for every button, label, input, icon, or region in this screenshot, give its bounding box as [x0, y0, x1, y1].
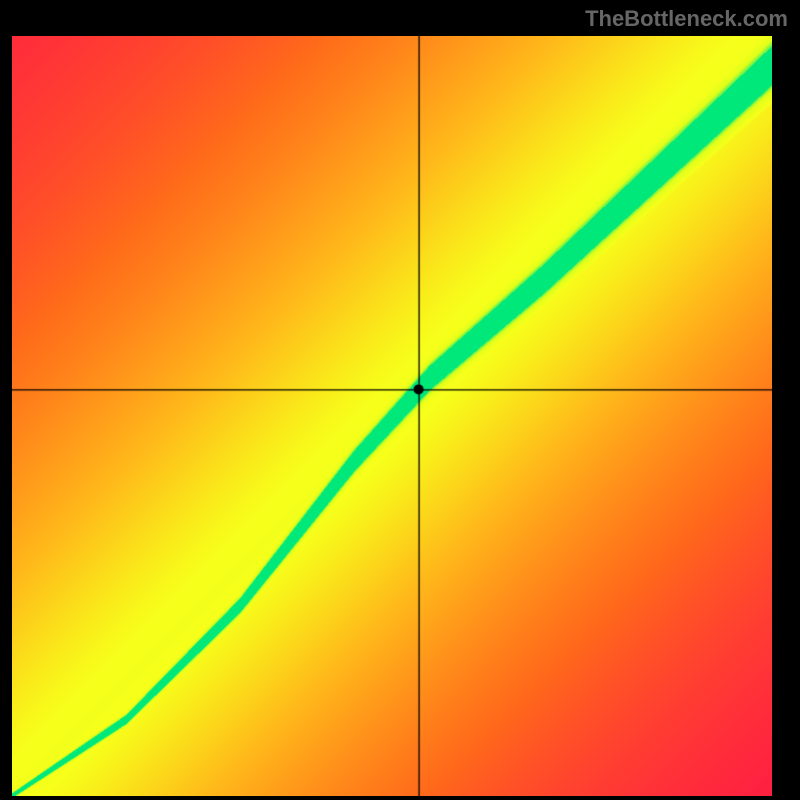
- bottleneck-heatmap: [12, 36, 772, 796]
- watermark-text: TheBottleneck.com: [585, 6, 788, 32]
- chart-container: TheBottleneck.com: [0, 0, 800, 800]
